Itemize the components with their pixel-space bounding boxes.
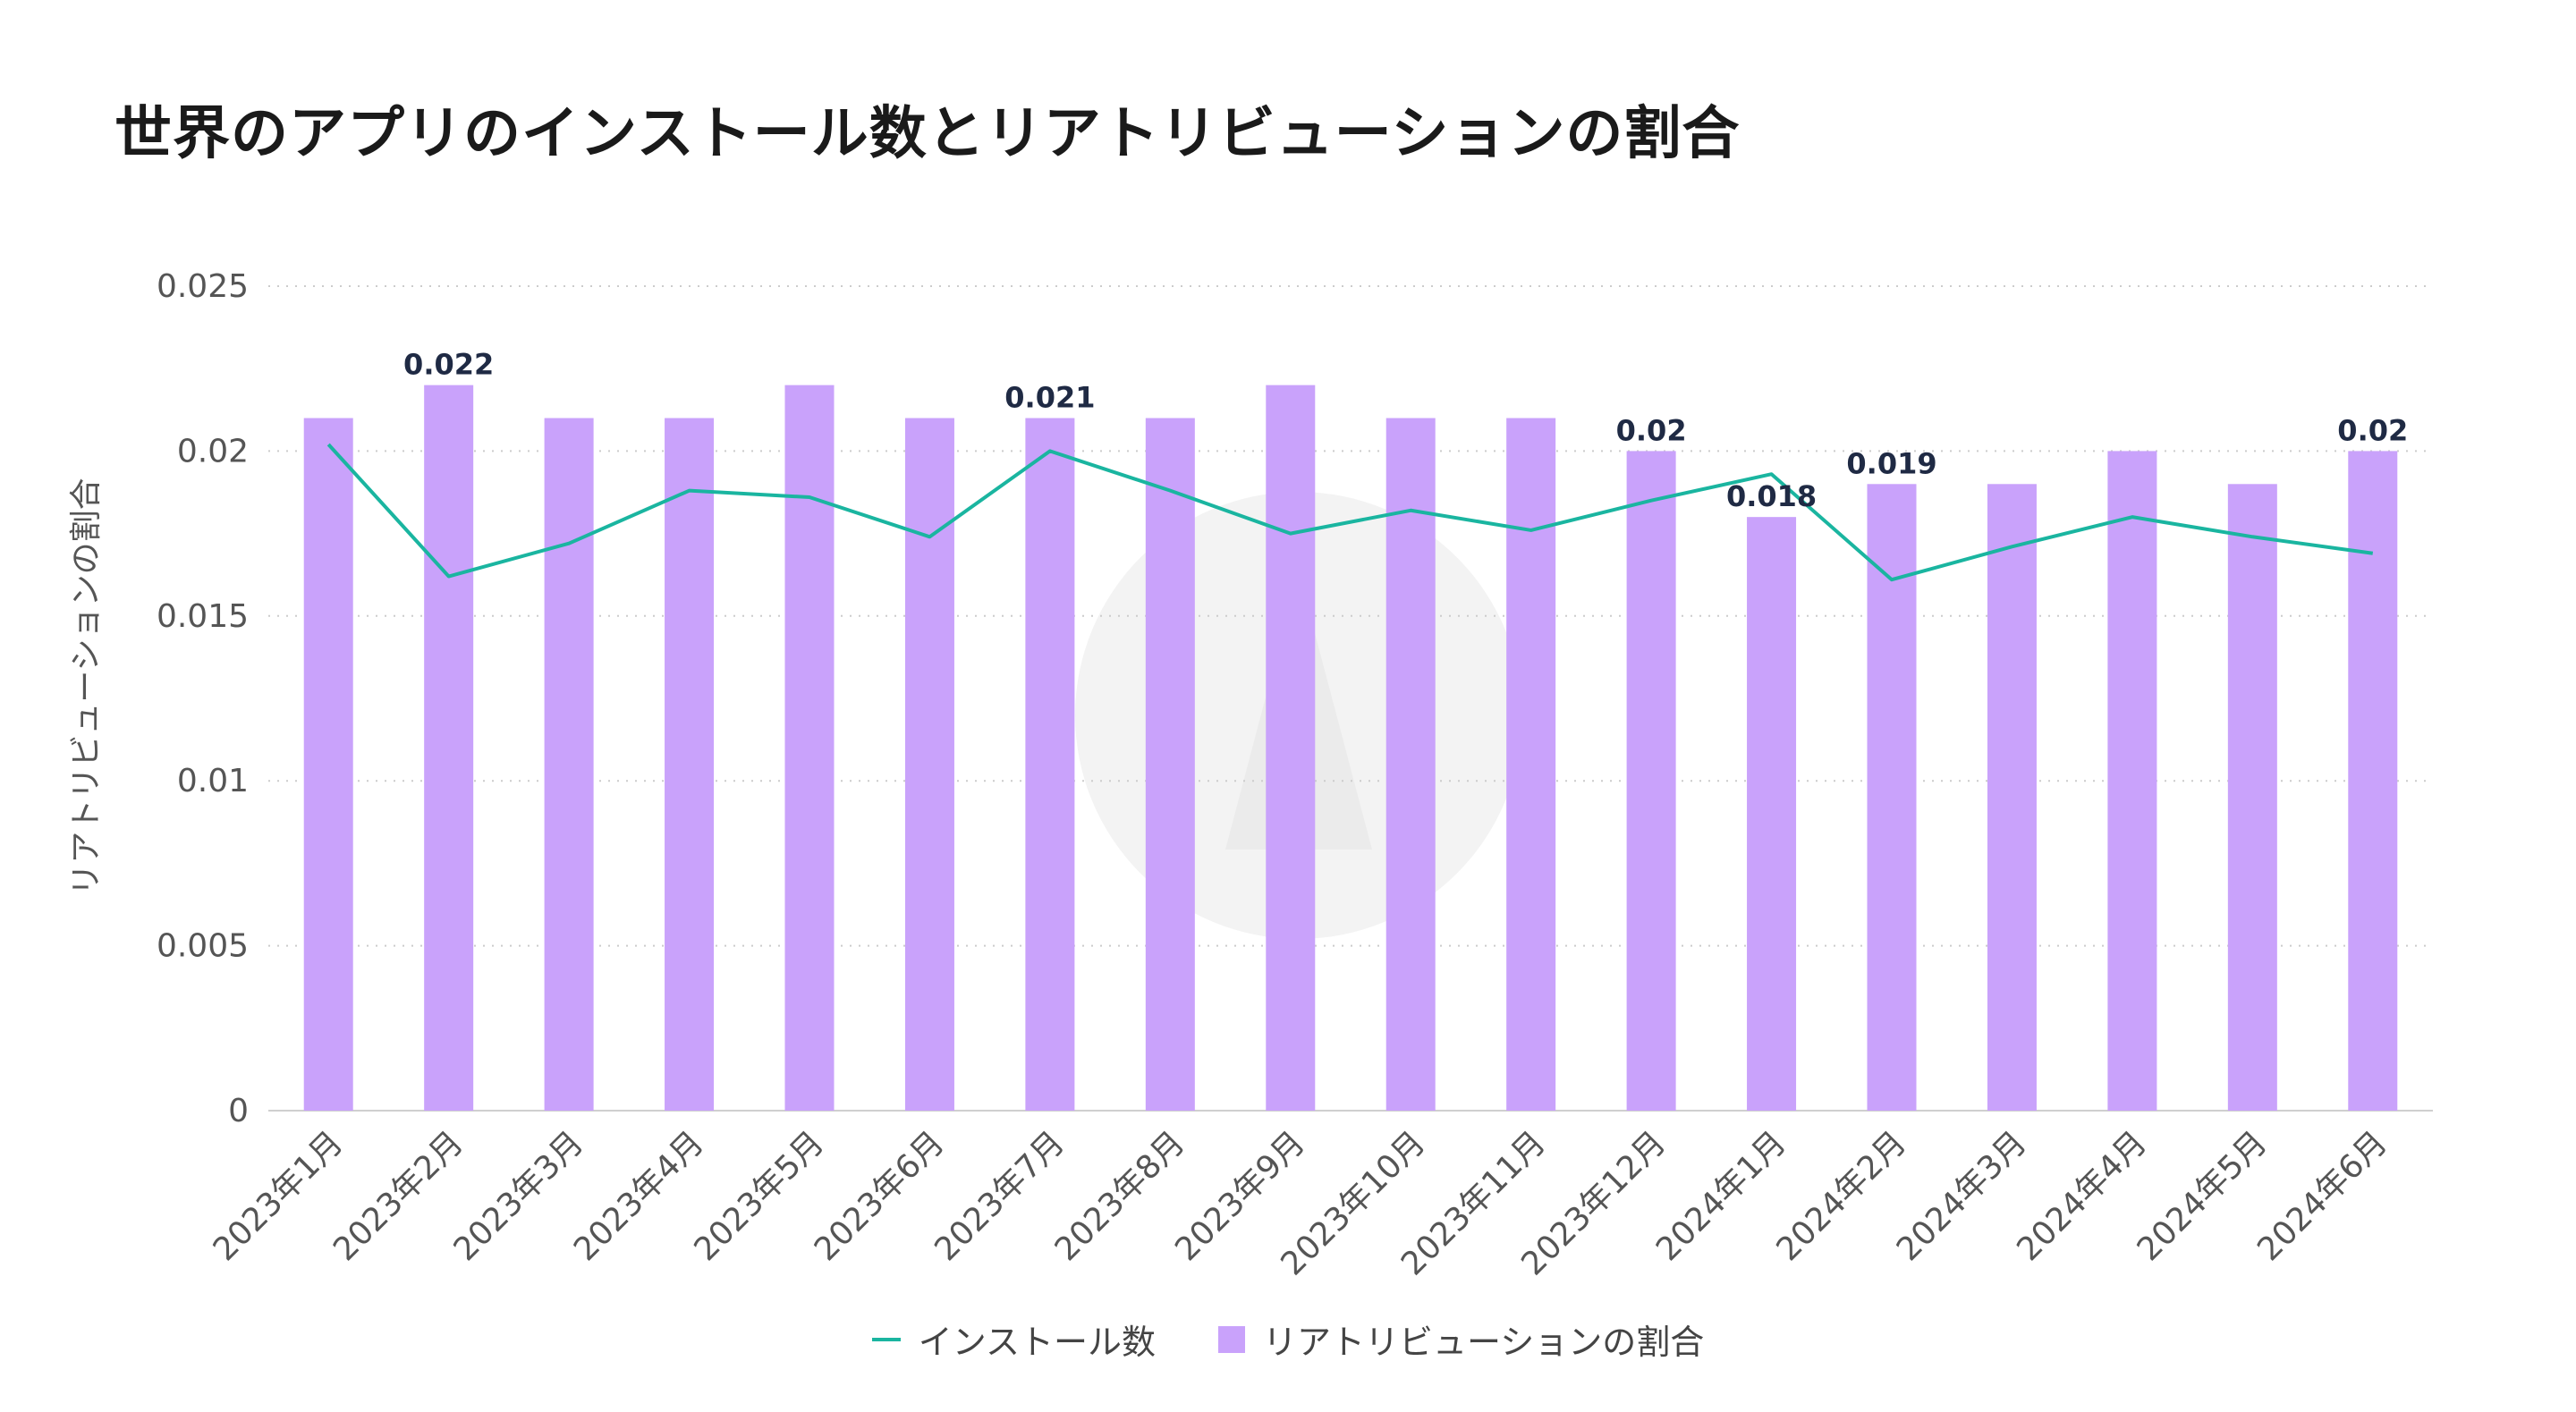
bar[interactable] (1145, 418, 1195, 1111)
x-tick-label: 2023年6月 (808, 1124, 952, 1268)
legend-line-swatch (871, 1337, 901, 1341)
install-line[interactable] (326, 443, 2374, 582)
x-tick-label: 2024年4月 (2010, 1124, 2154, 1268)
data-label: 0.018 (1726, 479, 1817, 513)
bar[interactable] (424, 385, 474, 1111)
x-tick-label: 2024年3月 (1890, 1124, 2034, 1268)
y-tick-label: 0.015 (157, 598, 249, 635)
x-tick-label: 2023年2月 (326, 1124, 470, 1268)
y-axis-title: リアトリビューションの割合 (68, 478, 105, 895)
bar[interactable] (665, 418, 715, 1111)
x-tick-label: 2024年6月 (2250, 1124, 2394, 1268)
x-tick-label: 2023年4月 (567, 1124, 711, 1268)
chart-title: 世界のアプリのインストール数とリアトリビューションの割合 (114, 101, 1741, 167)
bar[interactable] (1025, 418, 1075, 1111)
y-tick-label: 0.02 (177, 433, 249, 469)
bar[interactable] (544, 418, 594, 1111)
bar[interactable] (1385, 418, 1436, 1111)
data-label: 0.021 (1004, 381, 1095, 415)
x-tick-label: 2024年5月 (2131, 1124, 2275, 1268)
x-tick-label: 2023年5月 (687, 1124, 831, 1268)
bar[interactable] (2107, 451, 2157, 1111)
x-tick-label: 2024年2月 (1769, 1124, 1913, 1268)
x-tick-label: 2023年1月 (207, 1124, 351, 1268)
bar[interactable] (1506, 418, 1556, 1111)
bar[interactable] (1987, 484, 2037, 1111)
data-label: 0.02 (2337, 413, 2408, 447)
legend-item-reattribution[interactable]: リアトリビューションの割合 (1218, 1315, 1704, 1364)
bar[interactable] (2348, 451, 2398, 1111)
bar[interactable] (784, 385, 835, 1111)
legend-bar-swatch (1218, 1325, 1245, 1353)
y-tick-label: 0.005 (157, 928, 249, 965)
bar[interactable] (1626, 451, 1676, 1111)
y-tick-label: 0.025 (157, 268, 249, 305)
data-label: 0.019 (1846, 446, 1936, 480)
legend: インストール数 リアトリビューションの割合 (0, 1315, 2576, 1364)
legend-label-installs: インストール数 (918, 1323, 1156, 1362)
data-label: 0.02 (1616, 413, 1687, 447)
x-tick-label: 2024年1月 (1649, 1124, 1793, 1268)
bar[interactable] (1867, 484, 1917, 1111)
bar[interactable] (2227, 484, 2277, 1111)
y-tick-label: 0 (228, 1093, 249, 1129)
x-tick-label: 2023年3月 (447, 1124, 591, 1268)
bar[interactable] (303, 418, 353, 1111)
y-tick-label: 0.01 (177, 763, 249, 799)
legend-label-reattribution: リアトリビューションの割合 (1263, 1323, 1705, 1362)
legend-item-installs[interactable]: インストール数 (871, 1315, 1156, 1364)
x-tick-label: 2023年7月 (928, 1124, 1072, 1268)
bar[interactable] (1747, 517, 1797, 1111)
data-label: 0.022 (403, 348, 494, 382)
bar[interactable] (904, 418, 954, 1111)
x-tick-label: 2023年8月 (1048, 1124, 1192, 1268)
bar[interactable] (1266, 385, 1316, 1111)
